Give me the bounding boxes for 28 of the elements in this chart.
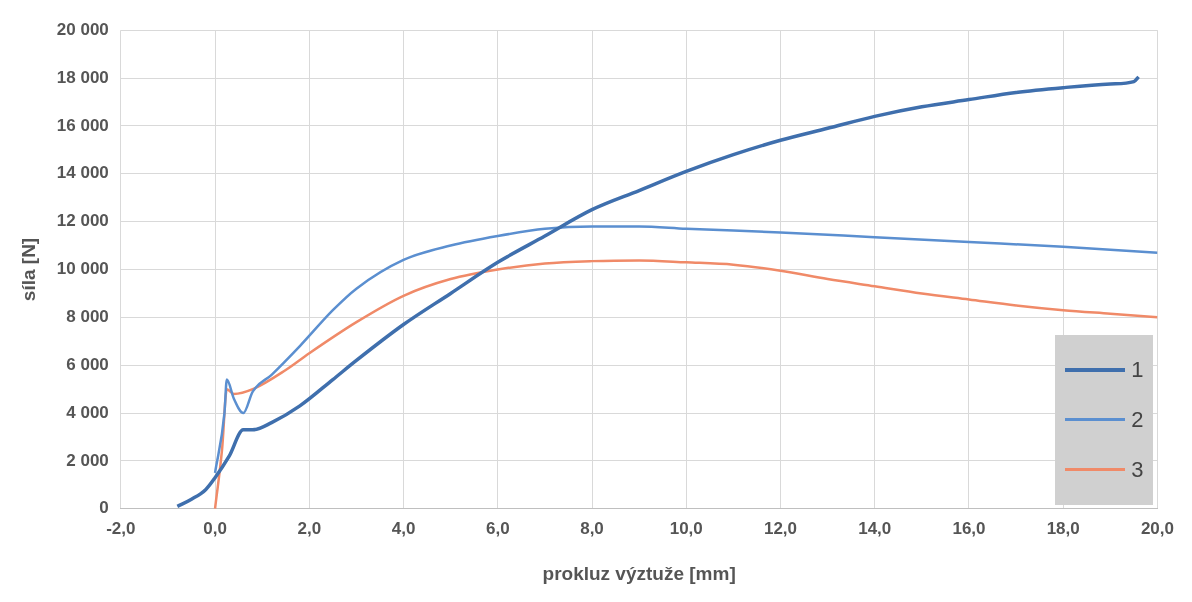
x-tick-label: 0,0 [203,518,227,538]
y-axis-title: síla [N] [17,237,39,302]
x-axis-title: prokluz výztuže [mm] [542,562,736,584]
legend-label: 1 [1131,356,1144,383]
y-tick-label: 4 000 [66,402,109,422]
y-tick-label: 18 000 [56,67,109,87]
x-tick-label: 2,0 [297,518,322,538]
legend-label: 3 [1131,456,1144,483]
y-tick-label: 6 000 [66,354,109,374]
x-tick-label: 10,0 [669,518,703,538]
y-tick-label: 2 000 [66,450,109,470]
x-tick-label: 16,0 [952,518,986,538]
x-tick-label: 8,0 [580,518,604,538]
x-tick-label: 4,0 [391,518,416,538]
x-tick-label: 20,0 [1140,518,1174,538]
x-tick-label: 6,0 [485,518,510,538]
x-tick-label: -2,0 [106,518,136,538]
y-tick-label: 16 000 [56,115,109,135]
legend-label: 2 [1131,406,1144,433]
y-tick-label: 20 000 [56,19,109,39]
x-tick-label: 14,0 [858,518,892,538]
y-tick-label: 12 000 [56,211,109,231]
y-tick-label: 14 000 [56,163,109,183]
x-tick-label: 12,0 [763,518,798,538]
y-tick-label: 10 000 [56,259,109,279]
x-tick-label: 18,0 [1046,518,1080,538]
y-tick-label: 0 [99,498,109,518]
y-tick-label: 8 000 [66,307,109,327]
